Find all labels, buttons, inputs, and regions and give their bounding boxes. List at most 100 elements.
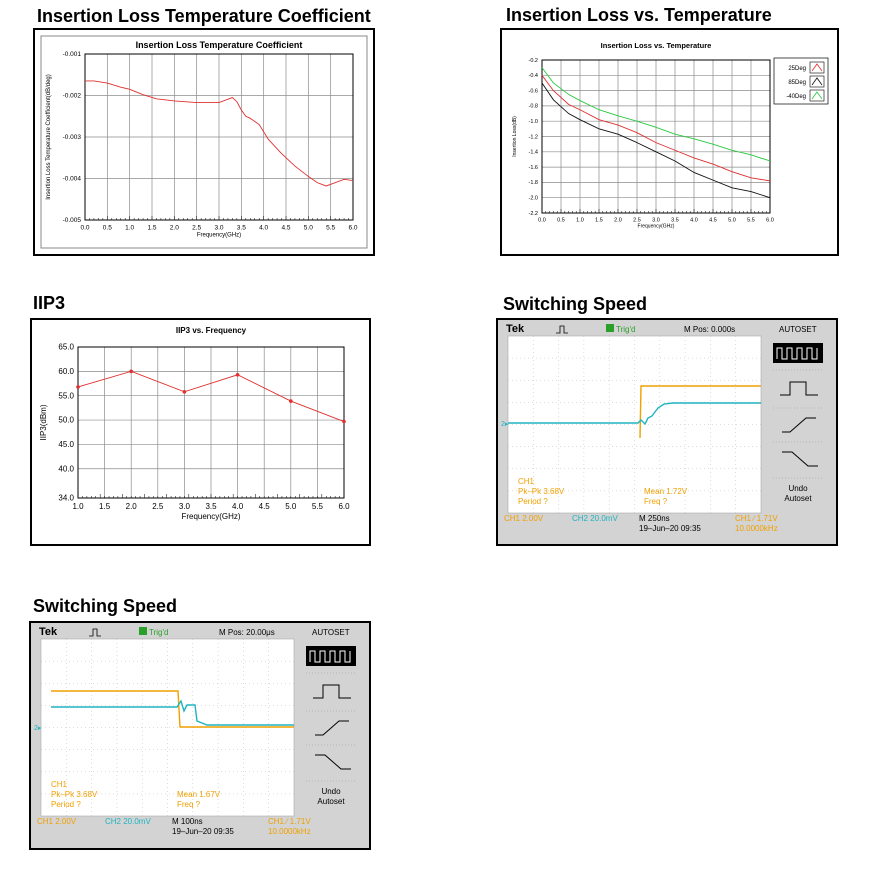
y-tick-label: -1.6	[529, 165, 538, 171]
data-point	[76, 385, 80, 389]
pk-pk-value: Pk–Pk 3.68V	[518, 487, 565, 496]
trigger-edge-icon	[89, 628, 101, 637]
x-tick-label: 2.5	[152, 502, 164, 511]
trigger-frequency: 10.0000kHz	[735, 524, 778, 533]
autoset-fast-button	[306, 646, 356, 666]
y-axis-label: Insertion Loss(dB)	[512, 116, 518, 157]
y-tick-label: -2.2	[529, 211, 538, 217]
x-tick-label: 2.0	[126, 502, 138, 511]
rising-edge-icon	[315, 720, 349, 736]
section-title-switching-speed-1: Switching Speed	[503, 294, 648, 314]
y-tick-label: -1.4	[529, 150, 538, 156]
x-tick-label: 5.5	[312, 502, 324, 511]
y-tick-label: -0.2	[529, 58, 538, 64]
ch2-scale: CH2 20.0mV	[105, 817, 151, 826]
chart-frame	[40, 35, 368, 249]
mean-value: Mean 1.72V	[644, 487, 688, 496]
m-position: M Pos: 0.000s	[684, 325, 735, 334]
section-title-iip3: IIP3	[33, 293, 66, 313]
pk-pk-value: Pk–Pk 3.68V	[51, 790, 98, 799]
y-tick-label: 40.0	[58, 464, 74, 473]
x-tick-label: 2.5	[633, 218, 641, 224]
y-tick-label: -0.6	[529, 88, 538, 94]
x-tick-label: 4.0	[690, 218, 698, 224]
x-tick-label: 1.0	[125, 225, 134, 232]
x-axis-label: Frequency(GHz)	[638, 224, 675, 230]
x-axis-label: Frequency(GHz)	[197, 233, 241, 239]
x-tick-label: 1.5	[147, 225, 156, 232]
undo-autoset-label: Autoset	[784, 494, 812, 503]
x-tick-label: 0.0	[538, 218, 546, 224]
x-tick-label: 5.5	[326, 225, 335, 232]
period-value: Period ?	[518, 497, 548, 506]
tek-brand: Tek	[39, 626, 58, 638]
tek-brand: Tek	[506, 323, 525, 335]
trigger-frequency: 10.0000kHz	[268, 827, 311, 836]
legend-swatch	[811, 77, 823, 86]
x-tick-label: 1.0	[72, 502, 84, 511]
y-tick-label: -2.0	[529, 196, 538, 202]
x-tick-label: 6.0	[766, 218, 774, 224]
x-tick-label: 3.0	[214, 225, 223, 232]
x-tick-label: 2.0	[170, 225, 179, 232]
legend-swatch-box	[809, 75, 825, 88]
chart-title: IIP3 vs. Frequency	[176, 326, 247, 335]
x-tick-label: 4.5	[709, 218, 717, 224]
y-tick-label: 45.0	[58, 440, 74, 449]
series-line-85Deg	[541, 82, 771, 199]
oscilloscope-screen-1: Tek Trig'd M Pos: 0.000s AUTOSET UndoAutoset…	[498, 320, 836, 544]
ch1-measure-label: CH1	[51, 780, 68, 789]
chart-panel-il-vs-temp: Insertion Loss vs. Temperature 0.0 0.5 1.0 1…	[500, 28, 839, 256]
series-line-25Deg	[541, 75, 771, 182]
autoset-label: AUTOSET	[312, 628, 350, 637]
timestamp: 19–Jun–20 09:35	[639, 524, 701, 533]
y-tick-label: 60.0	[58, 367, 74, 376]
chart-iip3: IIP3 vs. Frequency 1.0 1.5 2.0 2.5 3.0 3.5 4.0 4…	[39, 326, 350, 521]
legend-label: 25Deg	[788, 66, 806, 72]
chart-title: Insertion Loss vs. Temperature	[601, 41, 712, 50]
x-tick-label: 6.0	[348, 225, 357, 232]
x-tick-label: 0.0	[80, 225, 89, 232]
y-tick-label: 55.0	[58, 391, 74, 400]
x-tick-label: 3.0	[179, 502, 191, 511]
series-line--40Deg	[541, 67, 771, 162]
trigger-status-icon	[139, 627, 147, 635]
legend-label: -40Deg	[786, 94, 806, 100]
legend-swatch-box	[809, 61, 825, 74]
y-tick-label: -0.003	[63, 134, 82, 141]
pulse-icon	[780, 381, 818, 396]
section-title-switching-speed-2: Switching Speed	[33, 596, 178, 616]
x-tick-label: 0.5	[103, 225, 112, 232]
y-tick-label: 34.0	[58, 494, 74, 503]
trigger-status-icon	[606, 324, 614, 332]
x-tick-label: 5.0	[728, 218, 736, 224]
y-tick-label: -1.0	[529, 119, 538, 125]
scope-panel-1: Tek Trig'd M Pos: 0.000s AUTOSET Undo Autoset…	[496, 318, 838, 546]
x-tick-label: 1.5	[595, 218, 603, 224]
y-tick-label: -1.2	[529, 134, 538, 140]
ch2-scale: CH2 20.0mV	[572, 514, 618, 523]
plot-area	[84, 53, 354, 221]
mean-value: Mean 1.67V	[177, 790, 221, 799]
trigger-status: Trig'd	[149, 628, 168, 637]
section-title-il-vs-temp: Insertion Loss vs. Temperature	[506, 5, 772, 25]
plot-area	[541, 59, 771, 214]
x-tick-label: 5.5	[747, 218, 755, 224]
x-tick-label: 5.0	[304, 225, 313, 232]
x-tick-label: 4.5	[259, 502, 271, 511]
x-tick-label: 4.0	[232, 502, 244, 511]
autoset-fast-button	[773, 343, 823, 363]
chart-title: Insertion Loss Temperature Coefficient	[136, 40, 303, 50]
data-point	[182, 390, 187, 394]
ch2-waveform	[508, 402, 761, 426]
y-axis-label: Insertion Loss Temperature Coefficient(d…	[46, 74, 52, 200]
x-tick-label: 3.5	[237, 225, 246, 232]
series-line-IIP3	[77, 370, 345, 422]
y-tick-label: 65.0	[58, 343, 74, 352]
freq-value: Freq ?	[644, 497, 668, 506]
x-tick-label: 5.0	[285, 502, 297, 511]
y-tick-label: -0.005	[63, 217, 82, 224]
y-tick-label: 50.0	[58, 416, 74, 425]
y-axis-label: IIP3(dBm)	[39, 404, 48, 440]
trigger-level: CH1 ∕ 1.71V	[268, 817, 311, 826]
